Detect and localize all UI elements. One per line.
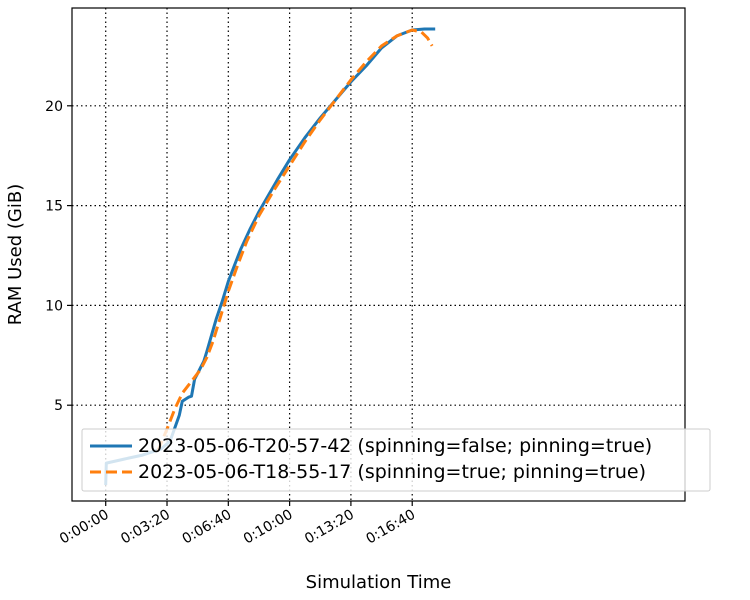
series-line-2 <box>156 28 434 452</box>
x-tick-label: 0:16:40 <box>363 507 418 548</box>
y-tick-label: 10 <box>45 298 63 314</box>
y-tick-label: 5 <box>54 398 63 414</box>
plot-frame <box>71 7 686 502</box>
legend-label-series-2: 2023-05-06-T18-55-17 (spinning=true; pin… <box>138 461 646 483</box>
x-tick-label: 0:10:00 <box>241 507 296 548</box>
x-tick-label: 0:00:00 <box>57 507 112 548</box>
legend: 2023-05-06-T20-57-42 (spinning=false; pi… <box>81 428 711 492</box>
x-tick-label: 0:13:20 <box>302 507 357 548</box>
series-line-1 <box>104 27 436 486</box>
series-lines <box>104 27 436 486</box>
legend-label-series-1: 2023-05-06-T20-57-42 (spinning=false; pi… <box>138 435 652 457</box>
y-tick-label: 15 <box>45 199 63 215</box>
x-tick-label: 0:06:40 <box>180 507 235 548</box>
x-tick-label: 0:03:20 <box>118 507 173 548</box>
y-tick-label: 20 <box>45 99 63 115</box>
x-axis-title: Simulation Time <box>306 572 452 593</box>
y-axis-title: RAM Used (GiB) <box>5 184 26 325</box>
grid-lines <box>72 8 685 501</box>
legend-box <box>81 428 711 492</box>
